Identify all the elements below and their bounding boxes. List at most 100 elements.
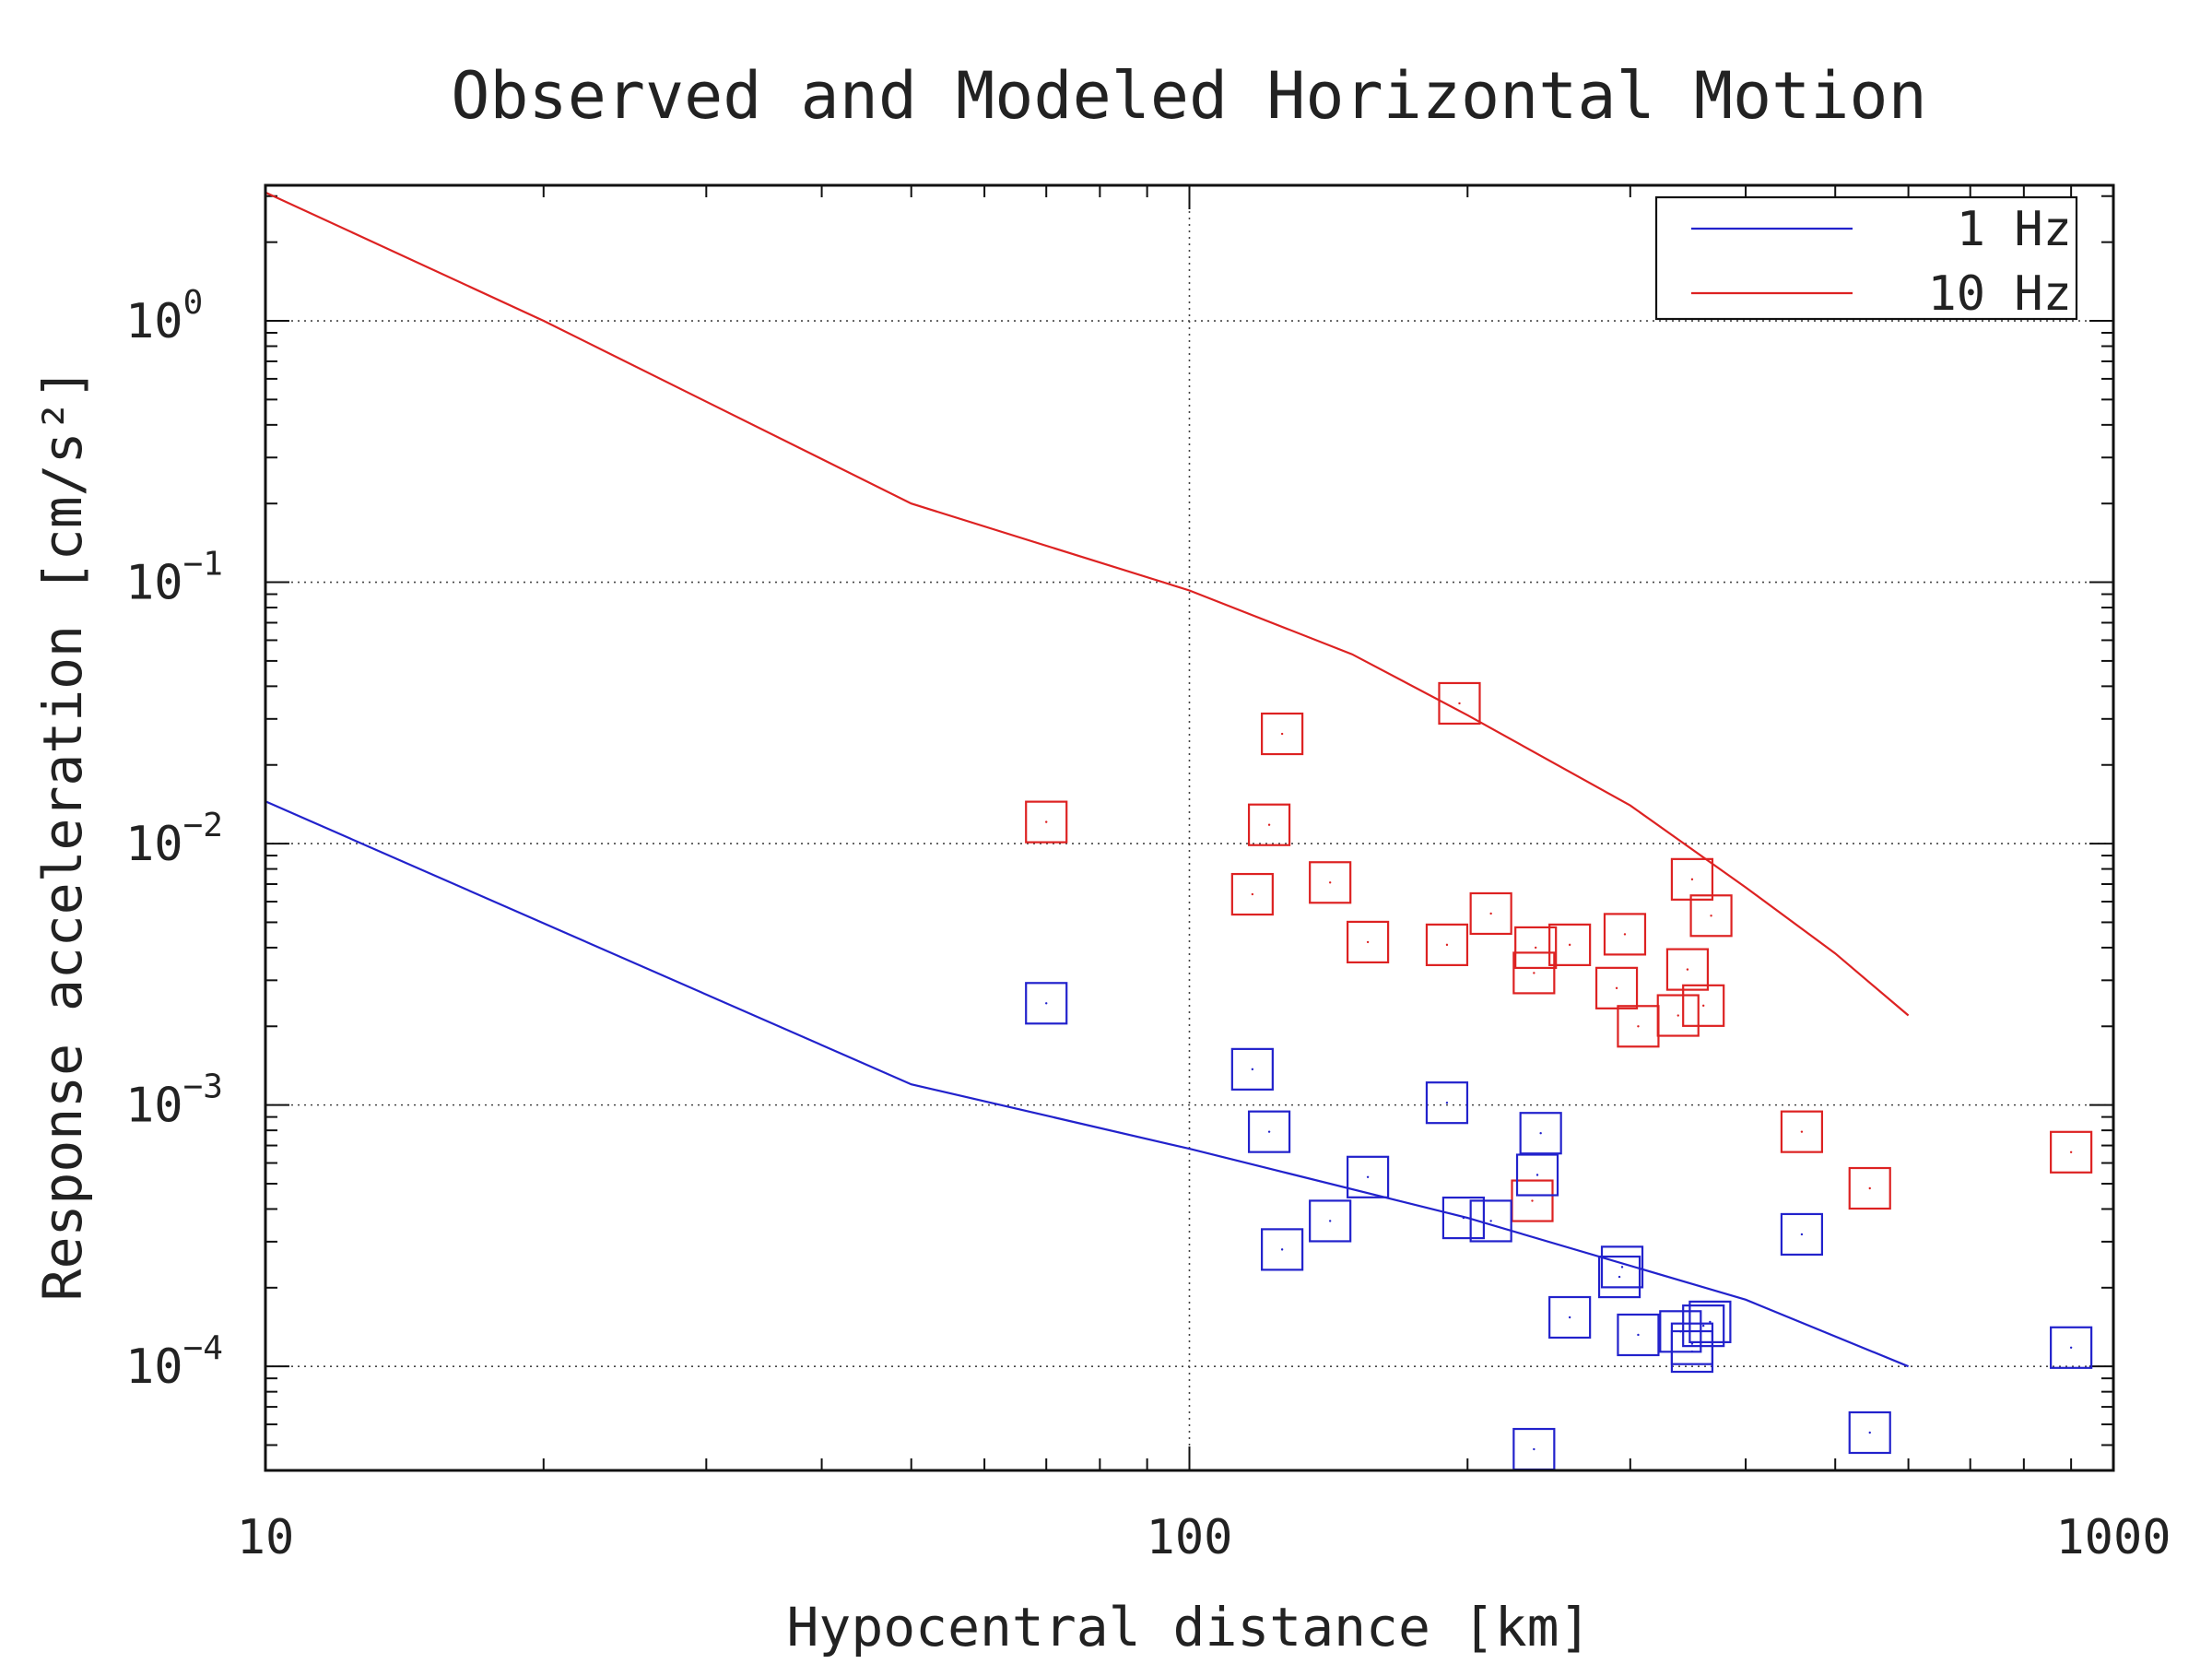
data-point-square bbox=[1519, 1112, 1562, 1155]
y-tick-base: 10 bbox=[125, 1079, 183, 1134]
data-point-center bbox=[1489, 1220, 1492, 1222]
x-tick-label: 1000 bbox=[2055, 1510, 2171, 1565]
data-point-center bbox=[1251, 892, 1254, 896]
data-point-square bbox=[1309, 861, 1352, 904]
data-point-square bbox=[1780, 1212, 1824, 1257]
data-point-center bbox=[1690, 878, 1694, 881]
data-point-center bbox=[1800, 1130, 1804, 1133]
data-point-square bbox=[1438, 681, 1481, 726]
data-point-square bbox=[1514, 926, 1558, 970]
data-point-center bbox=[1445, 943, 1449, 947]
data-point-center bbox=[2069, 1151, 2073, 1153]
data-point-square bbox=[1670, 1329, 1714, 1374]
data-point-center bbox=[1637, 1025, 1640, 1028]
data-point-square bbox=[1548, 923, 1592, 966]
data-point-square bbox=[1688, 1300, 1732, 1343]
y-tick-label: 100 bbox=[125, 284, 203, 349]
y-tick-exponent: 0 bbox=[183, 284, 204, 322]
data-point-square bbox=[2050, 1326, 2093, 1369]
grid-lines bbox=[265, 185, 2113, 1470]
data-point-center bbox=[1709, 1320, 1712, 1324]
data-point-center bbox=[1267, 823, 1271, 826]
data-point-center bbox=[1539, 1132, 1542, 1135]
data-point-square bbox=[1230, 872, 1274, 916]
data-point-square bbox=[1441, 1196, 1486, 1240]
data-point-square bbox=[1025, 982, 1068, 1025]
data-point-center bbox=[1366, 940, 1370, 944]
data-point-center bbox=[1280, 732, 1284, 736]
data-point-square bbox=[1548, 1295, 1592, 1339]
data-point-center bbox=[1458, 702, 1461, 705]
data-point-center bbox=[1328, 1220, 1332, 1222]
data-point-center bbox=[1328, 881, 1332, 884]
data-point-square bbox=[1261, 1228, 1304, 1271]
y-tick-base: 10 bbox=[125, 294, 183, 349]
data-point-square bbox=[1594, 966, 1639, 1009]
data-point-center bbox=[1615, 986, 1618, 990]
data-point-center bbox=[1868, 1431, 1871, 1434]
data-point-center bbox=[1462, 1216, 1465, 1220]
data-point-center bbox=[1267, 1130, 1271, 1133]
data-point-center bbox=[1701, 1004, 1705, 1008]
data-point-center bbox=[1489, 912, 1492, 915]
data-point-center bbox=[1620, 1266, 1624, 1269]
data-point-square bbox=[1247, 803, 1291, 846]
data-point-center bbox=[1637, 1333, 1640, 1337]
y-tick-label: 10−4 bbox=[125, 1329, 223, 1395]
observed-markers bbox=[1025, 681, 2093, 1471]
data-point-square bbox=[1682, 984, 1725, 1027]
data-point-square bbox=[1848, 1410, 1891, 1455]
data-point-center bbox=[1686, 968, 1689, 971]
data-point-square bbox=[1247, 1110, 1291, 1153]
data-point-center bbox=[1280, 1248, 1284, 1251]
data-point-square bbox=[1656, 994, 1700, 1037]
data-point-center bbox=[1618, 1275, 1621, 1279]
data-point-square bbox=[1230, 1047, 1274, 1091]
y-tick-base: 10 bbox=[125, 817, 183, 872]
y-tick-label: 10−1 bbox=[125, 546, 223, 611]
data-point-center bbox=[1690, 1350, 1694, 1353]
data-point-center bbox=[1445, 1101, 1449, 1104]
data-point-center bbox=[1251, 1068, 1254, 1071]
series-lines bbox=[265, 191, 1910, 1368]
data-point-square bbox=[2050, 1130, 2093, 1174]
data-point-center bbox=[1701, 1324, 1705, 1328]
data-point-square bbox=[1848, 1166, 1891, 1210]
data-point-center bbox=[1366, 1175, 1370, 1179]
data-point-square bbox=[1617, 1313, 1660, 1357]
y-tick-exponent: −1 bbox=[183, 546, 223, 584]
data-point-center bbox=[2069, 1346, 2073, 1349]
data-point-center bbox=[1710, 915, 1712, 917]
data-point-square bbox=[1665, 948, 1710, 991]
data-point-square bbox=[1347, 1155, 1390, 1198]
data-point-square bbox=[1515, 1153, 1559, 1197]
data-point-square bbox=[1682, 1304, 1725, 1348]
data-point-center bbox=[1533, 972, 1535, 974]
x-tick-label: 10 bbox=[237, 1510, 295, 1565]
data-point-center bbox=[1800, 1233, 1804, 1236]
data-point-center bbox=[1677, 1014, 1679, 1017]
y-tick-label: 10−2 bbox=[125, 807, 223, 872]
x-tick-label: 100 bbox=[1147, 1510, 1233, 1565]
data-point-center bbox=[1535, 1174, 1539, 1176]
data-point-center bbox=[1534, 946, 1537, 950]
y-tick-exponent: −4 bbox=[183, 1329, 223, 1367]
data-point-square bbox=[1469, 891, 1512, 936]
y-tick-exponent: −3 bbox=[183, 1068, 223, 1106]
data-point-square bbox=[1670, 857, 1714, 901]
y-tick-label: 10−3 bbox=[125, 1068, 223, 1134]
data-point-square bbox=[1309, 1199, 1352, 1243]
legend-box bbox=[1654, 195, 2078, 321]
data-point-square bbox=[1425, 1081, 1469, 1125]
data-point-center bbox=[1045, 1002, 1048, 1005]
data-point-center bbox=[1531, 1199, 1534, 1202]
chart-title: Observed and Modeled Horizontal Motion bbox=[451, 58, 1926, 134]
data-point-center bbox=[1623, 933, 1627, 936]
y-tick-base: 10 bbox=[125, 1339, 183, 1395]
data-point-center bbox=[1868, 1186, 1871, 1190]
data-point-center bbox=[1690, 1342, 1694, 1345]
plot-frame bbox=[264, 183, 2115, 1472]
